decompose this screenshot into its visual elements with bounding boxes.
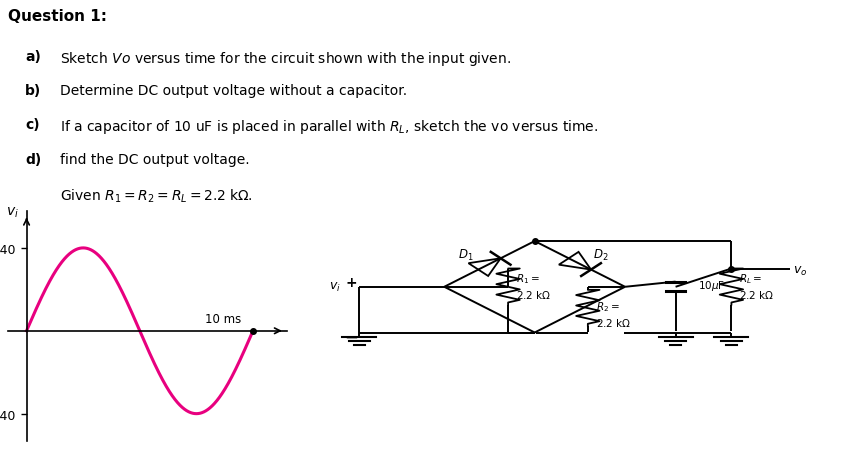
Text: $v_i$: $v_i$ bbox=[6, 205, 19, 219]
Text: −: − bbox=[344, 328, 358, 347]
Text: $D_1$: $D_1$ bbox=[457, 248, 473, 263]
Text: +: + bbox=[345, 275, 357, 290]
Text: Question 1:: Question 1: bbox=[8, 9, 107, 24]
Text: find the DC output voltage.: find the DC output voltage. bbox=[60, 152, 249, 167]
Text: c): c) bbox=[25, 118, 40, 132]
Text: Determine DC output voltage without a capacitor.: Determine DC output voltage without a ca… bbox=[60, 84, 407, 98]
Text: 10 ms: 10 ms bbox=[205, 312, 241, 325]
Text: b): b) bbox=[25, 84, 41, 98]
Text: If a capacitor of 10 uF is placed in parallel with $R_L$, sketch the vo versus t: If a capacitor of 10 uF is placed in par… bbox=[60, 118, 598, 136]
Text: d): d) bbox=[25, 152, 41, 167]
Text: $D_2$: $D_2$ bbox=[593, 248, 609, 263]
Text: Given $R_1 = R_2 = R_L = 2.2$ k$\Omega$.: Given $R_1 = R_2 = R_L = 2.2$ k$\Omega$. bbox=[60, 187, 252, 204]
Text: $R_1 =$
2.2 k$\Omega$: $R_1 =$ 2.2 k$\Omega$ bbox=[516, 271, 550, 300]
Text: Sketch $\it{Vo}$ versus time for the circuit shown with the input given.: Sketch $\it{Vo}$ versus time for the cir… bbox=[60, 50, 511, 67]
Text: $R_2 =$
2.2 k$\Omega$: $R_2 =$ 2.2 k$\Omega$ bbox=[596, 300, 630, 328]
Text: $v_i$: $v_i$ bbox=[329, 280, 341, 294]
Text: $v_o$: $v_o$ bbox=[793, 264, 807, 277]
Text: a): a) bbox=[25, 50, 41, 63]
Text: $R_L =$
2.2 k$\Omega$: $R_L =$ 2.2 k$\Omega$ bbox=[739, 271, 774, 300]
Text: 10$\mu$F: 10$\mu$F bbox=[698, 279, 725, 293]
